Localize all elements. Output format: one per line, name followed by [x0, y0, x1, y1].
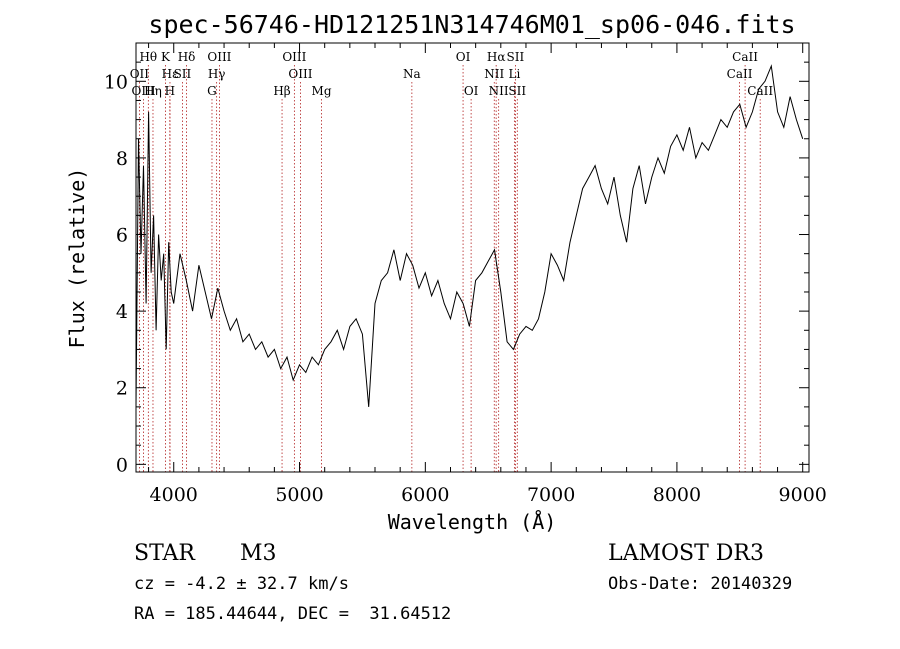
x-tick-label: 7000	[527, 484, 575, 506]
marker-label: Hγ	[208, 67, 226, 81]
marker-label: Hα	[487, 50, 506, 64]
marker-label: SII	[507, 50, 525, 64]
object-subclass: M3	[240, 541, 277, 566]
marker-label: K	[161, 50, 171, 64]
marker-label: SII	[174, 67, 192, 81]
y-axis-label: Flux (relative)	[65, 168, 89, 349]
marker-label: CaII	[747, 84, 773, 98]
marker-label: CaII	[732, 50, 758, 64]
y-tick-label: 8	[116, 148, 128, 170]
marker-label: OI	[456, 50, 471, 64]
x-tick-label: 9000	[779, 484, 827, 506]
x-tick-label: 8000	[653, 484, 701, 506]
marker-label: Mg	[312, 84, 332, 98]
marker-label: OII	[130, 67, 150, 81]
y-tick-label: 0	[116, 454, 128, 476]
x-tick-label: 4000	[150, 484, 198, 506]
chart-title: spec-56746-HD121251N314746M01_sp06-046.f…	[148, 10, 795, 39]
y-tick-label: 4	[116, 301, 128, 323]
x-axis-label: Wavelength (Å)	[388, 510, 557, 534]
marker-label: NII	[484, 67, 504, 81]
x-tick-label: 5000	[275, 484, 323, 506]
plot-frame	[135, 42, 810, 473]
marker-label: CaII	[727, 67, 753, 81]
marker-label: OI	[464, 84, 479, 98]
x-axis-ticks: 4000 5000 6000 7000 8000 9000	[148, 43, 827, 506]
marker-label: H	[165, 84, 175, 98]
x-tick-label: 6000	[401, 484, 449, 506]
y-tick-label: 6	[116, 225, 128, 247]
marker-label: Na	[403, 67, 421, 81]
marker-label: OIII	[288, 67, 312, 81]
obs-date: Obs-Date: 20140329	[608, 574, 792, 594]
marker-label: Hδ	[178, 50, 196, 64]
object-class: STAR	[134, 541, 196, 566]
marker-label: Hη	[144, 84, 162, 98]
y-tick-label: 2	[116, 378, 128, 400]
redshift-text: cz = -4.2 ± 32.7 km/s	[134, 574, 349, 594]
marker-label: SII	[508, 84, 526, 98]
marker-label: OIII	[207, 50, 231, 64]
y-tick-label: 10	[104, 71, 128, 93]
marker-label: OIII	[132, 84, 156, 98]
marker-label: Hθ	[139, 50, 157, 64]
marker-label: G	[207, 84, 217, 98]
spectrum-series-line	[135, 64, 804, 407]
coordinates-text: RA = 185.44644, DEC = 31.64512	[134, 604, 451, 624]
survey-name: LAMOST DR3	[608, 541, 764, 566]
marker-label: OIII	[282, 50, 306, 64]
marker-label: NII	[489, 84, 509, 98]
y-axis-ticks: 0 2 4 6 8 10	[104, 61, 809, 476]
marker-label: Li	[508, 67, 520, 81]
marker-label: Hβ	[273, 84, 290, 98]
marker-label: Hε	[162, 67, 179, 81]
